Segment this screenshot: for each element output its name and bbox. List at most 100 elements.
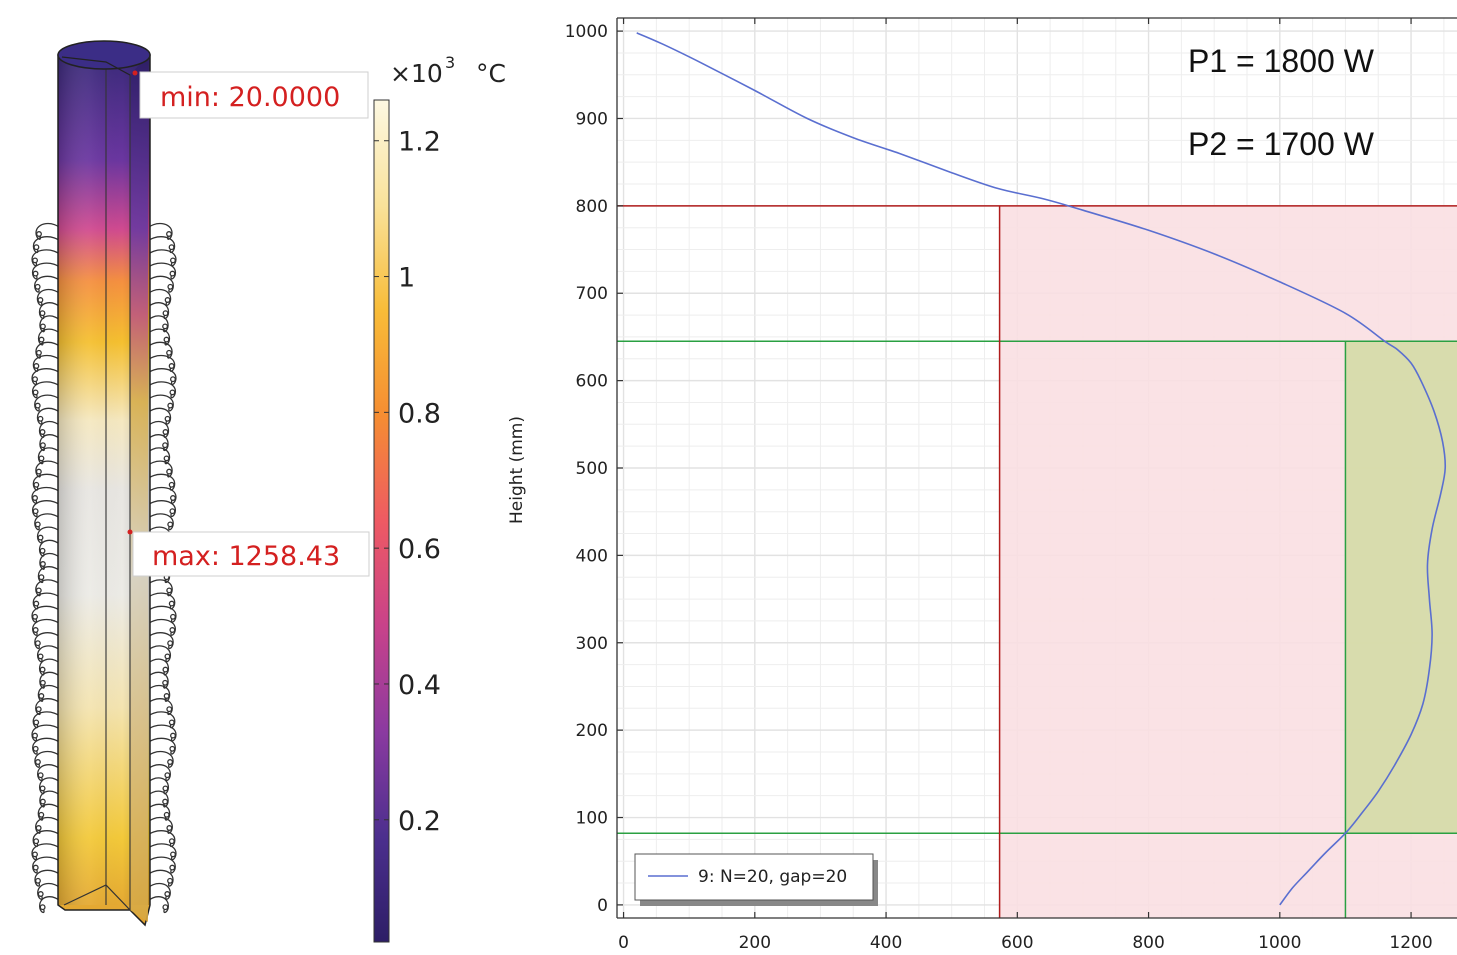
colorbar-tick-label: 0.4 (398, 670, 441, 701)
coil-turn-end (32, 745, 39, 752)
coil-turn (37, 803, 63, 821)
coil-turn (145, 328, 171, 346)
coil-turn (35, 816, 63, 834)
coil-turn-end (168, 363, 175, 369)
coil-turn (37, 684, 63, 702)
coil-turn-end (34, 759, 41, 765)
coil-turn-end (37, 772, 44, 779)
coil-turn-end (39, 310, 46, 317)
coil-turn (39, 790, 63, 808)
series-line-1 (636, 32, 1447, 906)
coil-turn-end (38, 693, 45, 699)
tube-body (57, 40, 151, 927)
coil-turn-end (169, 745, 176, 752)
y-tick-label: 1000 (565, 22, 608, 42)
coil-turn-end (162, 310, 169, 317)
coil-turn (35, 460, 63, 478)
y-axis-label: Height (mm) (507, 416, 527, 524)
coil-turn-end (168, 600, 175, 607)
y-tick-label: 800 (576, 197, 608, 217)
y-tick-label: 200 (576, 721, 608, 741)
y-tick-label: 400 (576, 546, 608, 566)
coil-turn (34, 750, 63, 768)
coil-turn (32, 856, 63, 874)
coil-turn-end (169, 257, 176, 264)
coil-turn-end (32, 257, 39, 264)
coil-turn-end (34, 521, 41, 528)
max-label: max: 1258.43 (152, 541, 340, 572)
coil-turn-end (166, 468, 173, 475)
coil-turn (145, 222, 173, 240)
chart: 0 200 400 600 800 1000 1200 0 100 200 300 400 500 60… (507, 17, 1457, 953)
y-tick-label: 600 (576, 372, 608, 392)
coil-turn (145, 632, 174, 650)
colorbar-tick-label: 1 (398, 263, 415, 294)
x-tick-label: 400 (870, 933, 902, 953)
coil-turn (36, 526, 63, 544)
coil-turn (34, 394, 63, 412)
coil-turn-end (170, 613, 176, 620)
coil-turn-end (162, 323, 169, 330)
coil-turn (145, 737, 176, 755)
coil-turn-end (169, 270, 176, 277)
coil-turn (35, 222, 63, 240)
coil-turn-end (39, 429, 46, 435)
coil-turn-end (32, 864, 39, 871)
y-tick-label: 300 (576, 634, 608, 654)
coil-turn (31, 500, 63, 518)
coil-turn-end (166, 231, 172, 237)
max-callout: max: 1258.43 (127, 529, 370, 577)
coil-turn (32, 618, 63, 636)
coil-turn (32, 737, 63, 755)
model-view: min: 20.0000 max: 1258.43 (31, 40, 370, 927)
coil-turn-end (163, 336, 170, 343)
coil-turn (39, 552, 63, 570)
coil-turn-end (164, 297, 171, 303)
coil-turn (145, 869, 174, 887)
coil-turn-end (35, 587, 42, 594)
coil-turn (37, 447, 63, 465)
coil-turn-end (162, 666, 169, 673)
coil-turn-end (167, 402, 174, 409)
coil-turn (31, 262, 63, 280)
coil-turn-end (39, 666, 46, 673)
coil-turn-end (166, 825, 173, 831)
coil-turn (145, 315, 169, 333)
coil-turn (31, 381, 63, 399)
coil-turn-end (162, 798, 169, 805)
coil-turn-end (38, 574, 45, 581)
annotation-p1: P1 = 1800 W (1188, 43, 1375, 79)
coil-turn-end (39, 323, 46, 330)
coil-turn-end (168, 719, 175, 726)
y-tick-label: 500 (576, 459, 608, 479)
x-tick-label: 600 (1001, 933, 1033, 953)
coil-turn-end (169, 508, 176, 515)
coil-turn (145, 447, 171, 465)
coil-turn-end (32, 376, 38, 383)
coil-turn-end (163, 455, 170, 462)
coil-turn-end (164, 415, 171, 422)
coil-turn-end (39, 904, 46, 911)
x-tick-label: 0 (618, 933, 629, 953)
coil-turn-end (169, 389, 176, 396)
coil-turn-end (35, 877, 41, 884)
colorbar-tick-label: 0.6 (398, 534, 441, 565)
coil-turn-end (37, 415, 44, 422)
colorbar-tick-label: 1.2 (398, 127, 441, 158)
coil-turn-end (34, 283, 41, 290)
x-tick-label: 200 (739, 933, 771, 953)
coil-turn-end (34, 402, 41, 409)
coil-turn-end (39, 679, 46, 686)
shaded-region-2 (1345, 341, 1457, 834)
coil-turn-end (33, 600, 40, 607)
coil-turn-end (162, 429, 169, 435)
coil-turn-end (169, 864, 176, 871)
coil-turn (35, 698, 63, 716)
coil-turn (145, 262, 177, 280)
coil-turn (145, 381, 177, 399)
legend-box (634, 853, 874, 901)
y-tick-label: 100 (576, 809, 608, 829)
legend-entry: 9: N=20, gap=20 (698, 867, 847, 887)
coil-turn-end (35, 349, 42, 356)
coil-turn-end (163, 811, 170, 818)
